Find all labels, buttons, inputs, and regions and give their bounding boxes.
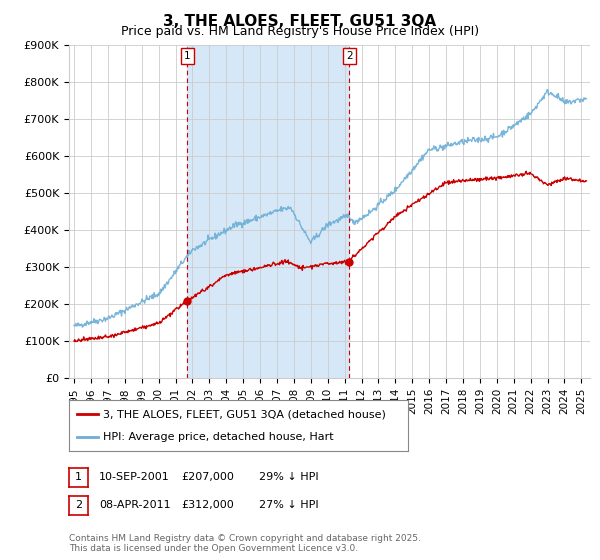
- Text: 27% ↓ HPI: 27% ↓ HPI: [259, 501, 319, 510]
- Text: 08-APR-2011: 08-APR-2011: [99, 501, 170, 510]
- Text: £312,000: £312,000: [181, 501, 234, 510]
- Bar: [187, 45, 349, 378]
- Text: 2: 2: [75, 501, 82, 510]
- Text: 3, THE ALOES, FLEET, GU51 3QA: 3, THE ALOES, FLEET, GU51 3QA: [163, 14, 437, 29]
- Text: HPI: Average price, detached house, Hart: HPI: Average price, detached house, Hart: [103, 432, 334, 442]
- Text: £207,000: £207,000: [181, 473, 234, 482]
- Text: Price paid vs. HM Land Registry's House Price Index (HPI): Price paid vs. HM Land Registry's House …: [121, 25, 479, 38]
- Text: 1: 1: [75, 473, 82, 482]
- Text: 3, THE ALOES, FLEET, GU51 3QA (detached house): 3, THE ALOES, FLEET, GU51 3QA (detached …: [103, 409, 386, 419]
- Text: 10-SEP-2001: 10-SEP-2001: [99, 473, 170, 482]
- Text: Contains HM Land Registry data © Crown copyright and database right 2025.
This d: Contains HM Land Registry data © Crown c…: [69, 534, 421, 553]
- Text: 1: 1: [184, 51, 191, 61]
- Text: 2: 2: [346, 51, 352, 61]
- Text: 29% ↓ HPI: 29% ↓ HPI: [259, 473, 319, 482]
